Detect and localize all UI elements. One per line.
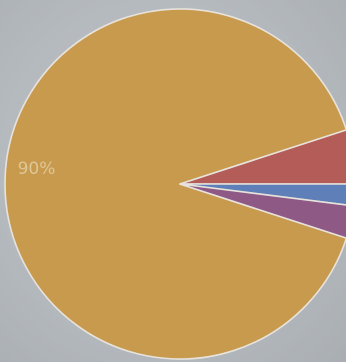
pie-labels: 90% [18,159,56,179]
pie-slice-1 [4,8,346,360]
pie-slice-4 [179,183,346,239]
pie-slice-2 [179,129,346,185]
pie-slice-label-1: 90% [18,159,56,179]
pie-slices [4,8,346,360]
